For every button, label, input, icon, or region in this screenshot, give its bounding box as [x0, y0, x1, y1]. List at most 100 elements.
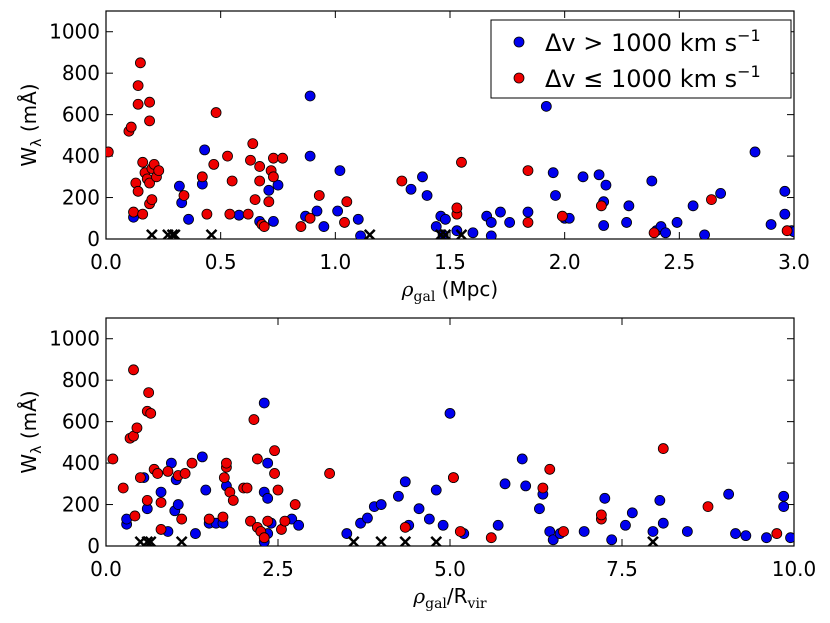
- blue-data-point: [550, 190, 561, 201]
- red-data-point: [137, 208, 149, 220]
- blue-data-point: [485, 230, 497, 239]
- blue-data-point: [392, 490, 404, 502]
- red-data-point: [258, 532, 270, 544]
- red-data-point: [657, 443, 669, 454]
- red-data-point: [485, 532, 497, 544]
- blue-data-point: [352, 213, 364, 225]
- legend-label: Δv > 1000 km s−1: [545, 26, 761, 57]
- red-data-point: [451, 202, 463, 214]
- x-tick-label: 1.5: [434, 250, 466, 274]
- blue-data-point: [495, 206, 506, 218]
- red-data-point: [224, 208, 236, 220]
- red-data-point: [295, 221, 307, 232]
- x-tick-label: 0.0: [90, 557, 122, 581]
- red-data-point: [201, 208, 213, 220]
- blue-data-point: [778, 501, 790, 513]
- blue-data-point: [785, 532, 794, 544]
- y-tick-label: 200: [62, 493, 100, 517]
- red-data-point: [339, 217, 350, 228]
- top-panel: 0.0 0.5 1.0 1.5 2.0 2.5 3.0 0 200 400 600 800 1000 ρg…: [17, 10, 810, 305]
- red-data-point: [179, 468, 191, 479]
- y-tick-label: 800: [62, 61, 100, 85]
- blue-data-point: [467, 227, 479, 239]
- red-data-point: [134, 57, 146, 69]
- blue-data-point: [540, 100, 552, 112]
- red-data-point: [268, 152, 279, 164]
- y-tick-label: 800: [62, 368, 100, 392]
- upper-limit-point: [145, 228, 158, 239]
- y-tick-label: 1000: [49, 20, 100, 44]
- blue-data-point: [334, 165, 346, 177]
- red-data-point: [279, 515, 291, 527]
- blue-data-point: [654, 494, 666, 506]
- blue-data-point: [577, 171, 589, 183]
- blue-data-point: [765, 219, 777, 230]
- blue-data-point: [740, 530, 752, 542]
- red-data-point: [249, 194, 261, 206]
- red-data-point: [153, 165, 165, 177]
- red-data-point: [242, 208, 254, 220]
- red-data-point: [128, 206, 139, 218]
- blue-data-point: [155, 486, 167, 498]
- blue-data-point: [341, 528, 353, 539]
- red-data-point: [222, 150, 233, 162]
- red-data-point: [132, 80, 144, 92]
- red-data-point: [254, 175, 266, 187]
- blue-data-point: [293, 519, 305, 531]
- blue-data-point: [620, 519, 631, 531]
- blue-data-point: [522, 206, 534, 218]
- upper-limit-point: [434, 228, 447, 239]
- blue-data-point: [504, 217, 516, 228]
- red-data-point: [208, 158, 220, 170]
- red-data-point: [771, 528, 783, 539]
- upper-limit-point: [166, 228, 179, 239]
- red-data-point: [131, 422, 143, 434]
- blue-data-point: [399, 476, 411, 488]
- red-data-point: [648, 227, 660, 239]
- red-data-point: [544, 463, 556, 475]
- red-data-point: [313, 190, 325, 201]
- red-data-point: [595, 509, 607, 521]
- blue-data-point: [417, 171, 428, 183]
- blue-data-point: [749, 146, 761, 158]
- blue-data-point: [233, 209, 245, 221]
- data-points: [107, 364, 794, 546]
- blue-data-point: [263, 184, 275, 196]
- blue-data-point: [190, 528, 201, 539]
- red-data-point: [522, 165, 534, 177]
- red-data-point: [186, 457, 198, 469]
- x-axis-label: ρgal (Mpc): [401, 277, 498, 305]
- red-data-point: [117, 482, 129, 494]
- upper-limit-point: [375, 535, 388, 546]
- red-data-point: [137, 156, 149, 168]
- blue-data-point: [421, 190, 433, 201]
- y-tick-label: 400: [62, 451, 100, 475]
- upper-limit-point: [141, 535, 154, 546]
- upper-limit-point: [205, 228, 218, 239]
- upper-limit-point: [430, 535, 443, 546]
- red-data-point: [396, 175, 408, 187]
- blue-data-point: [485, 217, 497, 228]
- blue-data-point: [318, 221, 330, 232]
- red-data-point: [203, 513, 215, 525]
- red-data-point: [241, 482, 253, 494]
- legend-marker: [513, 36, 525, 48]
- legend-marker: [513, 72, 525, 84]
- legend-frame: [490, 19, 792, 99]
- y-axis-label: Wλ (mÅ): [17, 83, 45, 166]
- red-data-point: [146, 194, 158, 206]
- upper-limit-point: [455, 228, 468, 239]
- data-points: [106, 57, 794, 239]
- red-data-point: [217, 511, 229, 523]
- x-tick-label: 2.0: [549, 250, 581, 274]
- legend: Δv > 1000 km s−1 Δv ≤ 1000 km s−1: [490, 19, 792, 99]
- blue-data-point: [779, 208, 791, 220]
- blue-data-point: [444, 407, 456, 419]
- x-tick-label: 2.5: [262, 557, 294, 581]
- y-tick-label: 600: [62, 103, 100, 127]
- red-data-point: [218, 472, 230, 484]
- blue-data-point: [304, 150, 316, 162]
- legend-label: Δv ≤ 1000 km s−1: [545, 62, 761, 93]
- blue-data-point: [647, 526, 659, 537]
- blue-data-point: [578, 526, 590, 537]
